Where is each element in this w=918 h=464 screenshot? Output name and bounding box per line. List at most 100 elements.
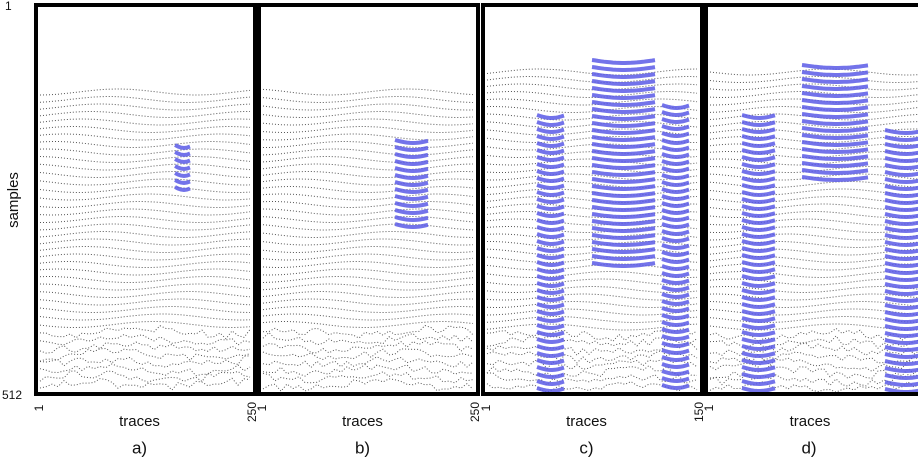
highlight-stripe bbox=[741, 148, 776, 156]
highlight-stripe bbox=[884, 170, 918, 178]
highlight-stripe bbox=[741, 183, 776, 191]
trace-line bbox=[709, 342, 918, 357]
trace-line bbox=[709, 301, 918, 308]
highlight-stripe bbox=[591, 191, 656, 198]
trace-line bbox=[39, 118, 251, 126]
highlight-stripe bbox=[536, 141, 565, 149]
highlight-stripe bbox=[591, 107, 656, 114]
trace-line bbox=[262, 291, 474, 299]
highlight-stripe bbox=[884, 240, 918, 248]
trace-line bbox=[486, 256, 698, 263]
highlight-stripe bbox=[741, 323, 776, 331]
highlight-stripe bbox=[741, 211, 776, 219]
trace-line bbox=[262, 126, 474, 133]
trace-line bbox=[709, 241, 918, 248]
highlight-stripe bbox=[884, 254, 918, 262]
highlight-stripe bbox=[741, 274, 776, 282]
highlight-stripe bbox=[741, 197, 776, 205]
highlight-stripe bbox=[591, 177, 656, 184]
trace-line bbox=[486, 316, 698, 323]
highlight-stripe bbox=[536, 211, 565, 219]
trace-line bbox=[262, 111, 474, 118]
highlight-stripe bbox=[884, 296, 918, 304]
highlight-stripe bbox=[174, 185, 191, 193]
highlight-stripe bbox=[741, 365, 776, 373]
highlight-stripe bbox=[591, 128, 656, 135]
highlight-stripe bbox=[801, 91, 869, 98]
trace-line bbox=[486, 293, 698, 301]
trace-line bbox=[39, 186, 251, 193]
panel-frame bbox=[257, 3, 480, 396]
trace-line bbox=[39, 133, 251, 141]
highlight-stripe bbox=[591, 163, 656, 170]
trace-line bbox=[39, 268, 251, 276]
highlight-stripe bbox=[661, 320, 690, 328]
trace-line bbox=[262, 305, 474, 314]
highlight-stripe bbox=[661, 376, 690, 384]
highlight-stripe bbox=[884, 247, 918, 255]
trace-line bbox=[486, 188, 698, 196]
trace-line bbox=[39, 111, 250, 118]
trace-line bbox=[709, 308, 918, 316]
highlight-stripe bbox=[884, 233, 918, 241]
highlight-stripe bbox=[394, 159, 429, 167]
trace-line bbox=[709, 68, 918, 76]
trace-line bbox=[709, 203, 918, 211]
trace-line bbox=[709, 233, 918, 241]
highlight-stripe bbox=[741, 281, 776, 289]
highlight-stripe bbox=[661, 257, 690, 265]
highlight-stripe bbox=[884, 331, 918, 339]
trace-line bbox=[486, 218, 698, 226]
trace-line bbox=[262, 253, 474, 261]
highlight-stripe bbox=[661, 145, 690, 153]
highlight-stripe bbox=[884, 219, 918, 227]
highlight-stripe bbox=[591, 86, 656, 93]
highlight-stripe bbox=[661, 131, 690, 139]
x-axis-title: traces bbox=[566, 413, 607, 430]
highlight-stripe bbox=[741, 190, 776, 198]
highlight-stripe bbox=[661, 250, 690, 258]
trace-line bbox=[39, 341, 251, 354]
trace-line bbox=[262, 261, 474, 269]
highlight-stripe bbox=[661, 271, 690, 279]
highlight-stripe bbox=[536, 337, 565, 345]
trace-line bbox=[486, 90, 698, 98]
trace-line bbox=[709, 327, 918, 342]
highlight-stripe bbox=[661, 194, 690, 202]
highlight-stripe bbox=[536, 239, 565, 247]
highlight-stripe bbox=[661, 187, 690, 195]
trace-line bbox=[40, 216, 251, 223]
highlight-stripe bbox=[661, 334, 690, 342]
highlight-stripe bbox=[394, 166, 429, 174]
trace-line bbox=[486, 336, 698, 347]
highlight-stripe bbox=[591, 226, 656, 233]
trace-line bbox=[39, 320, 251, 329]
highlight-stripe bbox=[591, 212, 656, 219]
highlight-stripe bbox=[591, 205, 656, 212]
highlight-stripe bbox=[801, 84, 869, 91]
highlight-stripe bbox=[741, 225, 776, 233]
highlight-stripe bbox=[174, 157, 191, 165]
highlight-stripe bbox=[536, 316, 565, 324]
trace-line bbox=[39, 126, 251, 133]
trace-line bbox=[709, 316, 918, 323]
highlight-stripe bbox=[536, 155, 565, 163]
highlight-stripe bbox=[884, 212, 918, 220]
highlight-stripe bbox=[884, 380, 918, 388]
highlight-stripe bbox=[591, 93, 656, 100]
highlight-stripe bbox=[394, 173, 429, 181]
trace-line bbox=[39, 208, 251, 216]
highlight-stripe bbox=[661, 299, 690, 307]
highlight-stripe bbox=[591, 156, 656, 163]
trace-line bbox=[486, 342, 698, 357]
highlight-stripe bbox=[591, 58, 656, 65]
trace-line bbox=[262, 313, 474, 321]
highlight-stripe bbox=[741, 141, 776, 149]
highlight-stripe bbox=[884, 156, 918, 164]
highlight-stripe bbox=[801, 70, 869, 77]
trace-line bbox=[262, 363, 474, 377]
trace-line bbox=[39, 141, 251, 148]
highlight-stripe bbox=[536, 134, 565, 142]
highlight-stripe bbox=[661, 103, 690, 111]
